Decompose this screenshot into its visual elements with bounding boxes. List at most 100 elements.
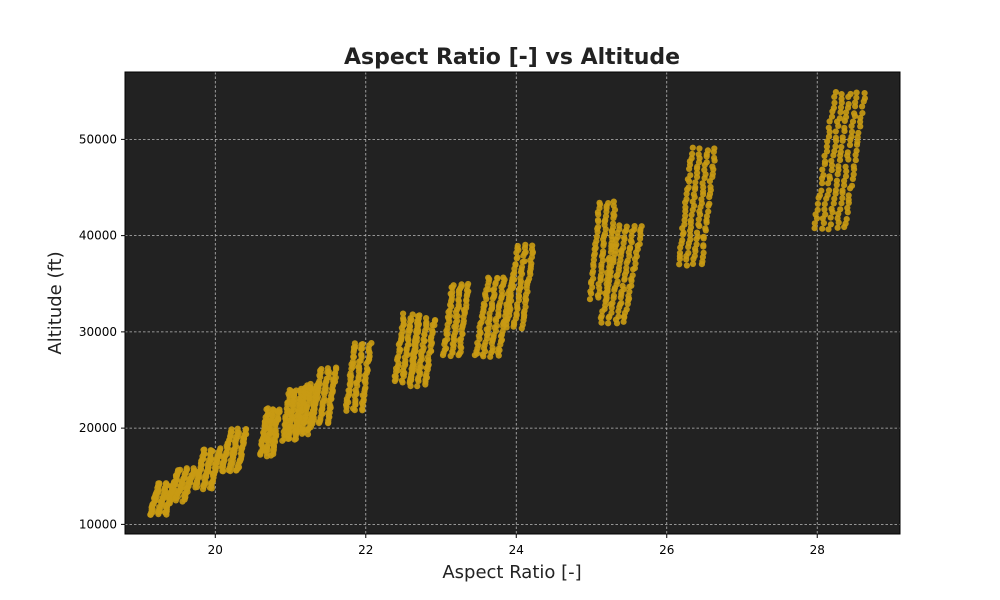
scatter-point (234, 425, 241, 432)
scatter-point (848, 182, 856, 189)
scatter-point (349, 358, 356, 365)
scatter-point (491, 285, 498, 292)
scatter-point (819, 180, 826, 187)
scatter-point (707, 183, 714, 190)
scatter-point (682, 204, 689, 211)
scatter-point (845, 192, 852, 199)
scatter-point (494, 274, 501, 282)
scatter-point (513, 310, 520, 317)
scatter-point (711, 154, 718, 161)
scatter-point (444, 336, 451, 343)
scatter-point (828, 205, 835, 212)
scatter-point (818, 187, 825, 194)
x-tick-label: 22 (358, 543, 373, 557)
scatter-point (350, 353, 357, 360)
scatter-point (852, 157, 859, 164)
scatter-point (709, 163, 716, 170)
scatter-point (612, 247, 619, 254)
scatter-point (842, 163, 849, 170)
scatter-point (623, 306, 630, 313)
scatter-point (500, 274, 507, 281)
scatter-point (685, 249, 692, 257)
scatter-point (832, 128, 839, 135)
x-tick-label: 24 (509, 543, 524, 557)
scatter-point (851, 110, 858, 117)
scatter-point (600, 248, 607, 255)
scatter-point (861, 90, 868, 97)
scatter-point (613, 241, 620, 248)
scatter-point (681, 221, 688, 228)
scatter-point (828, 167, 835, 174)
scatter-point (606, 277, 613, 284)
scatter-point (333, 364, 340, 371)
scatter-point (831, 148, 838, 155)
scatter-point (432, 317, 439, 324)
scatter-point (449, 289, 456, 296)
scatter-point (696, 145, 703, 152)
scatter-point (623, 264, 630, 272)
scatter-point (508, 281, 515, 288)
scatter-point (814, 206, 821, 213)
scatter-point (834, 224, 841, 231)
scatter-point (428, 348, 435, 355)
scatter-point (831, 99, 838, 106)
scatter-point (832, 143, 839, 150)
scatter-point (819, 225, 826, 232)
scatter-point (709, 170, 716, 178)
scatter-point (201, 446, 208, 453)
scatter-point (687, 232, 694, 239)
scatter-point (848, 133, 855, 140)
scatter-point (177, 466, 184, 473)
scatter-point (682, 212, 689, 219)
scatter-point (699, 180, 706, 187)
scatter-point (586, 296, 594, 303)
scatter-point (695, 216, 702, 223)
y-tick-label: 50000 (79, 132, 117, 146)
y-axis-ticks: 10000 20000 30000 40000 50000 (79, 132, 125, 531)
scatter-point (428, 326, 435, 334)
scatter-point (692, 184, 699, 191)
scatter-point (854, 138, 861, 145)
scatter-point (837, 206, 844, 213)
scatter-point (835, 163, 842, 170)
scatter-point (848, 128, 856, 135)
scatter-point (400, 310, 407, 317)
scatter-point (832, 89, 840, 96)
scatter-point (819, 166, 826, 173)
scatter-point (836, 115, 844, 122)
scatter-point (836, 157, 844, 164)
y-axis-label: Altitude (ft) (45, 251, 66, 354)
scatter-point (705, 208, 712, 215)
scatter-point (521, 258, 528, 265)
y-tick-label: 40000 (79, 229, 117, 243)
scatter-point (688, 211, 695, 218)
scatter-point (400, 315, 407, 322)
scatter-point (515, 292, 523, 299)
scatter-point (711, 145, 718, 152)
scatter-point (614, 278, 621, 285)
chart-title: Aspect Ratio [-] vs Altitude (344, 45, 680, 70)
scatter-point (857, 123, 864, 130)
scatter-point (814, 200, 822, 207)
scatter-point (853, 94, 860, 101)
scatter-point (821, 158, 829, 165)
scatter-point (844, 149, 851, 156)
scatter-point (703, 213, 711, 220)
scatter-point (859, 103, 866, 110)
scatter-point (423, 315, 430, 322)
x-tick-label: 20 (208, 543, 223, 557)
scatter-point (846, 141, 854, 149)
scatter-point (676, 261, 683, 268)
scatter-point (853, 89, 860, 96)
scatter-point (853, 147, 860, 154)
scatter-point (837, 109, 844, 116)
scatter-point (706, 200, 713, 207)
scatter-point (855, 129, 862, 136)
x-axis-label: Aspect Ratio [-] (442, 562, 581, 583)
scatter-point (823, 143, 831, 150)
scatter-point (619, 282, 626, 289)
scatter-point (264, 405, 272, 412)
scatter-point (845, 196, 852, 203)
scatter-point (838, 143, 845, 151)
